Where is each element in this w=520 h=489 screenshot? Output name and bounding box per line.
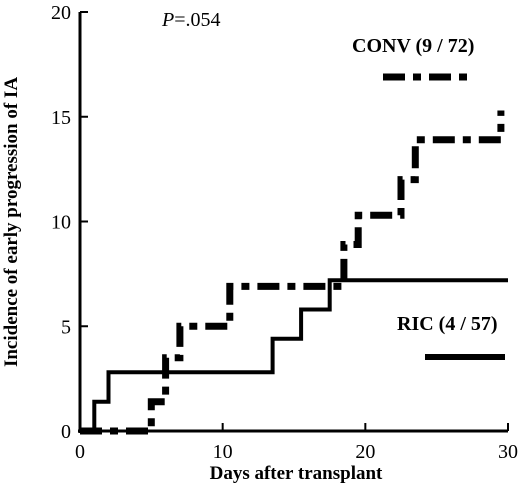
legend-label-ric: RIC (4 / 57): [397, 313, 498, 335]
x-tick-label: 0: [75, 441, 85, 463]
legend-label-conv: CONV (9 / 72): [352, 35, 474, 57]
y-axis-title: Incidence of early progression of IA: [1, 77, 22, 367]
ticks-layer: 0 10 20 30 0 5 10 15 20: [51, 2, 518, 463]
series-line-ric: [92, 278, 508, 431]
p-value-value: =.054: [174, 9, 220, 31]
series-layer: [80, 110, 508, 435]
x-axis-title: Days after transplant: [210, 463, 383, 484]
y-tick-label: 15: [51, 107, 71, 129]
series-line-conv: [80, 110, 505, 435]
y-tick-label: 0: [61, 421, 71, 443]
x-tick-label: 10: [213, 441, 233, 463]
y-tick-label: 20: [51, 2, 71, 24]
y-tick-label: 10: [51, 212, 71, 234]
p-value-annotation: P=.054: [161, 9, 221, 31]
x-tick-label: 30: [498, 441, 518, 463]
x-tick-label: 20: [355, 441, 375, 463]
p-value-symbol: P: [161, 9, 174, 31]
y-tick-label: 5: [61, 316, 71, 338]
